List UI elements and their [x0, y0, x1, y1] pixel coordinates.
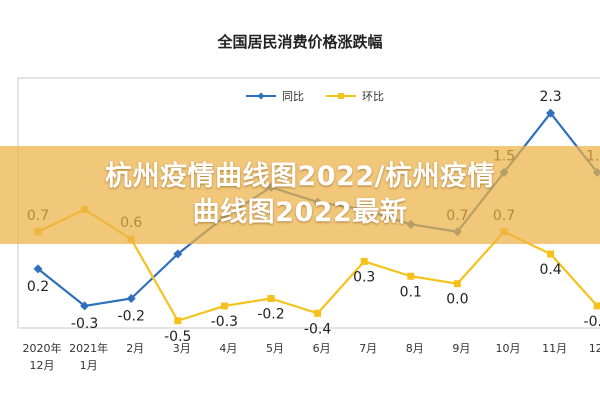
data-label: -0.2 [257, 307, 284, 323]
data-point [80, 301, 90, 311]
chart-title: 全国居民消费价格涨跌幅 [216, 33, 382, 51]
x-tick-label: 2021年 1月 [69, 341, 108, 372]
x-tick-label: 7月 [359, 342, 377, 355]
data-label: 0.4 [539, 262, 561, 278]
x-tick-label-line: 2月 [126, 342, 144, 355]
data-point [173, 249, 183, 259]
x-axis: 2020年 12月 2021年 1月 2月 3月 4月 5月 6月 7月 8月 9月 10月 11月 12月 [23, 341, 600, 372]
x-tick-label-line: 4月 [219, 342, 237, 355]
x-tick-label: 2月 [126, 342, 144, 355]
x-tick-label: 9月 [452, 342, 470, 355]
x-tick-label: 10月 [496, 342, 521, 355]
title-banner-overlay: 杭州疫情曲线图2022/杭州疫情 曲线图2022最新 [0, 146, 600, 244]
data-point [360, 257, 368, 265]
data-label: 2.3 [539, 89, 561, 105]
data-label: -0.3 [71, 316, 98, 332]
x-tick-label-line: 1月 [80, 359, 98, 372]
data-point [407, 272, 415, 280]
legend-marker-1 [338, 93, 344, 99]
data-point [314, 309, 322, 317]
x-tick-label: 6月 [313, 342, 331, 355]
x-tick-label-line: 11月 [542, 342, 567, 355]
x-tick-label-line: 12月 [30, 359, 55, 372]
x-tick-label: 8月 [406, 342, 424, 355]
x-tick-label-line: 10月 [496, 342, 521, 355]
x-tick-label-line: 9月 [452, 342, 470, 355]
x-tick-label-line: 12月 [589, 342, 600, 355]
data-label: -0.4 [304, 321, 331, 337]
x-tick-label: 12月 [589, 342, 600, 355]
x-tick-label: 11月 [542, 342, 567, 355]
data-point [220, 302, 228, 310]
data-label: -0.2 [118, 309, 145, 325]
data-point [174, 317, 182, 325]
data-label: 0.3 [353, 269, 375, 285]
x-tick-label-line: 7月 [359, 342, 377, 355]
data-point [593, 302, 600, 310]
x-tick-label: 3月 [173, 342, 191, 355]
x-tick-label-line: 2020年 [23, 341, 62, 355]
x-tick-label: 4月 [219, 342, 237, 355]
data-label: -0.5 [164, 329, 191, 345]
x-tick-label: 5月 [266, 342, 284, 355]
legend-marker-0 [257, 92, 265, 100]
data-point [547, 250, 555, 258]
banner-line-1: 杭州疫情曲线图2022/杭州疫情 [104, 161, 495, 192]
data-point [126, 294, 136, 303]
legend-label-1: 环比 [362, 90, 384, 103]
legend: 同比 环比 [246, 90, 384, 103]
x-tick-label: 2020年 12月 [23, 341, 62, 372]
banner-line-2: 曲线图2022最新 [192, 197, 408, 228]
x-tick-label-line: 8月 [406, 342, 424, 355]
data-point [33, 264, 43, 274]
data-point [453, 280, 461, 288]
x-tick-label-line: 2021年 [69, 341, 108, 355]
data-label: -0.3 [584, 314, 600, 330]
data-label: 0.0 [446, 292, 468, 308]
data-point [546, 108, 556, 118]
data-label: 0.1 [400, 284, 422, 300]
x-tick-label-line: 5月 [266, 342, 284, 355]
x-tick-label-line: 3月 [173, 342, 191, 355]
x-tick-label-line: 6月 [313, 342, 331, 355]
data-label: -0.3 [211, 314, 238, 330]
data-point [267, 295, 275, 302]
legend-label-0: 同比 [282, 90, 304, 103]
data-label: 0.2 [27, 279, 49, 295]
